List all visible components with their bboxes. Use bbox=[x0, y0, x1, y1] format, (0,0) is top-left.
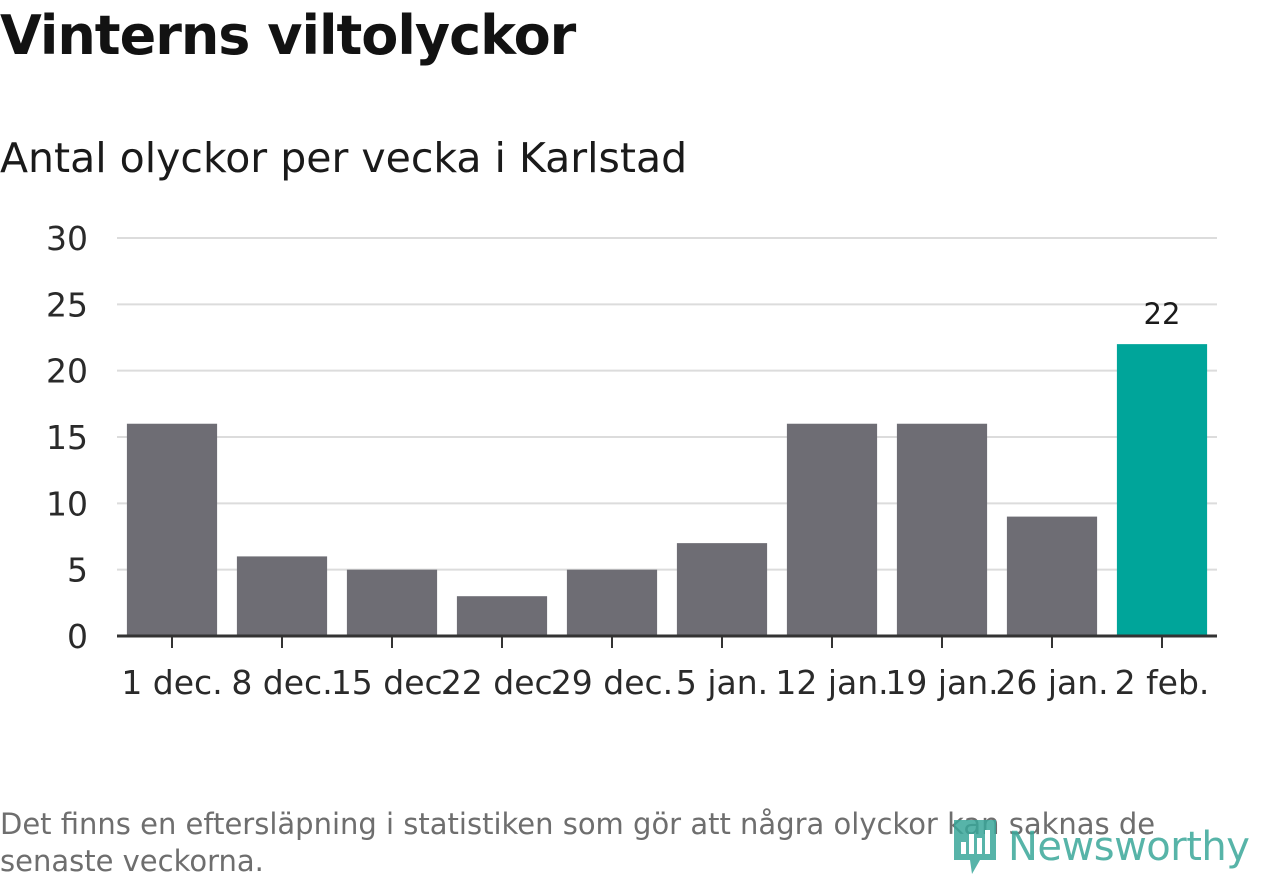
x-tick-label: 1 dec. bbox=[121, 663, 222, 702]
x-tick-label: 26 jan. bbox=[995, 663, 1108, 702]
bar bbox=[676, 543, 768, 636]
bar bbox=[786, 423, 878, 636]
bar bbox=[346, 569, 438, 636]
y-tick-label: 10 bbox=[46, 484, 88, 523]
bar bbox=[126, 423, 218, 636]
newsworthy-logo-icon bbox=[954, 820, 996, 874]
y-tick-label: 25 bbox=[46, 285, 88, 324]
data-labels: 22 bbox=[1144, 297, 1181, 331]
bar bbox=[1006, 516, 1098, 636]
chart-subtitle: Antal olyckor per vecka i Karlstad bbox=[0, 134, 688, 182]
bar bbox=[896, 423, 988, 636]
y-tick-label: 5 bbox=[67, 551, 88, 590]
x-tick-label: 19 jan. bbox=[885, 663, 998, 702]
x-tick-label: 2 feb. bbox=[1115, 663, 1210, 702]
newsworthy-logo: Newsworthy bbox=[950, 816, 1250, 878]
x-tick-label: 5 jan. bbox=[676, 663, 768, 702]
chart-title: Vinterns viltolyckor bbox=[0, 4, 576, 67]
x-tick-label: 22 dec. bbox=[441, 663, 563, 702]
x-tick-label: 8 dec. bbox=[231, 663, 332, 702]
x-tick-label: 29 dec. bbox=[551, 663, 673, 702]
bar bbox=[236, 556, 328, 636]
x-axis: 1 dec. 8 dec.15 dec.22 dec.29 dec. 5 jan. 1… bbox=[117, 634, 1217, 702]
logo-text: Newsworthy bbox=[1008, 824, 1250, 870]
bar bbox=[456, 596, 548, 636]
y-axis-ticks: 0 5 10 15 20 25 30 bbox=[46, 219, 88, 656]
y-tick-label: 30 bbox=[46, 219, 88, 258]
bar-chart: 0 5 10 15 20 25 30 22 1 dec. 8 dec.15 dec.22 de… bbox=[46, 219, 1217, 702]
x-tick-label: 12 jan. bbox=[775, 663, 888, 702]
y-tick-label: 0 bbox=[67, 617, 88, 656]
y-tick-label: 15 bbox=[46, 418, 88, 457]
bar bbox=[566, 569, 658, 636]
y-tick-label: 20 bbox=[46, 352, 88, 391]
data-label: 22 bbox=[1144, 297, 1181, 331]
bars bbox=[126, 344, 1208, 636]
bar bbox=[1116, 344, 1208, 636]
x-tick-label: 15 dec. bbox=[331, 663, 453, 702]
